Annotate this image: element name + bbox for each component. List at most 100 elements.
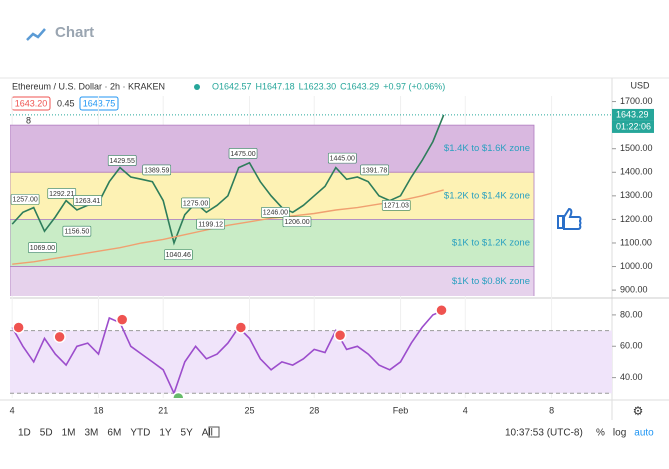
indicator-count[interactable]: 8 <box>26 115 31 125</box>
ohlc-item: C1643.29 <box>340 81 379 91</box>
y-tick-label: 60.00 <box>620 341 643 351</box>
price-tag-label: 1271.03 <box>384 203 409 210</box>
rsi-signal <box>234 321 248 334</box>
zone-label: $1.4K to $1.6K zone <box>444 143 530 154</box>
series-line <box>11 114 445 246</box>
status-dot <box>194 84 200 90</box>
currency: USD <box>630 80 650 90</box>
series-line <box>11 309 445 396</box>
price-tag-label: 1040.46 <box>166 252 191 259</box>
price-tag <box>142 164 172 176</box>
bottom-toolbar: 1D 5D 1M 3M 6M YTD 1Y 5Y All 10:37:53 (UTC-8)% log… <box>18 428 654 439</box>
x-tick-label: 28 <box>309 405 319 415</box>
price-tag-label: 1475.00 <box>230 151 255 158</box>
price-tag-label: 1275.00 <box>183 200 208 207</box>
x-tick-label: Feb <box>393 405 409 415</box>
price-tag-label: 1389.59 <box>144 167 169 174</box>
ohlc-item: O1642.57 <box>212 81 252 91</box>
last-price-box <box>612 108 654 121</box>
range-button[interactable]: 3M <box>85 428 99 439</box>
y-tick-label: 1100.00 <box>620 237 652 247</box>
price-tag <box>381 199 411 211</box>
price-tag-label: 1391.78 <box>362 167 387 174</box>
price-tag <box>62 225 92 237</box>
price-tag-label: 1445.00 <box>330 155 355 162</box>
rsi-signal <box>333 329 347 342</box>
settings-icon[interactable]: ⚙ <box>633 404 644 418</box>
x-tick-label: 21 <box>158 405 168 415</box>
y-tick-label: 1000.00 <box>620 261 653 271</box>
price-tag <box>181 197 210 209</box>
zone <box>10 124 535 173</box>
price-tag-label: 1246.00 <box>263 210 288 217</box>
range-button[interactable]: 5Y <box>181 428 194 439</box>
y-tick-label: 1700.00 <box>620 96 653 106</box>
calendar-icon[interactable] <box>208 426 220 438</box>
y-tick-label: 80.00 <box>620 309 643 319</box>
range-button[interactable]: 6M <box>107 428 121 439</box>
series-line <box>12 189 444 265</box>
ask-box <box>79 96 119 111</box>
rsi-band <box>10 330 612 394</box>
rsi-signal <box>12 321 25 334</box>
price-tag <box>47 188 77 199</box>
symbol: Ethereum / U.S. Dollar · 2h · KRAKEN <box>12 81 165 91</box>
price-tag-label: 1206.00 <box>284 219 309 226</box>
zone-label: $1K to $0.8K zone <box>452 276 530 287</box>
x-tick-label: 25 <box>244 405 254 415</box>
price-tag <box>228 148 258 159</box>
price-tag <box>261 207 290 218</box>
price-tag-label: 1156.50 <box>64 229 89 236</box>
bid: 1643.20 <box>15 98 48 108</box>
thumb-up-1 <box>557 207 582 230</box>
y-tick-label: 1300.00 <box>620 190 653 200</box>
countdown: 01:22:06 <box>616 121 651 131</box>
range-button[interactable]: 5D <box>40 428 53 439</box>
scale-option[interactable]: log <box>613 428 626 439</box>
price-tag <box>28 242 57 253</box>
range-button[interactable]: 1M <box>62 428 76 439</box>
price-tag-label: 1069.00 <box>30 245 55 252</box>
price-tag-label: 1263.41 <box>75 198 100 205</box>
price-tag-label: 1429.55 <box>110 158 135 165</box>
zone-label: $1.2K to $1.4K zone <box>444 190 530 201</box>
ohlc-item: H1647.18 <box>256 81 295 91</box>
logo-text: Chart <box>55 24 94 41</box>
x-tick-label: 18 <box>93 405 103 415</box>
pane <box>10 303 612 398</box>
countdown-box <box>612 120 654 133</box>
range-button[interactable]: 1Y <box>159 428 172 439</box>
rsi-signal <box>53 330 66 344</box>
price-tag <box>73 195 102 206</box>
clock: 10:37:53 (UTC-8) <box>505 428 583 439</box>
price-tag <box>360 164 389 176</box>
x-tick-label: 4 <box>10 405 15 415</box>
y-tick-label: 40.00 <box>620 372 643 382</box>
price-tag <box>196 218 225 230</box>
range-button[interactable]: YTD <box>130 428 150 439</box>
y-tick-label: 1500.00 <box>620 143 653 153</box>
y-tick-label: 1200.00 <box>620 214 653 224</box>
price-tag-label: 1257.00 <box>12 197 37 204</box>
rsi-signal <box>115 313 129 326</box>
scale-option[interactable]: % <box>596 428 605 439</box>
price-tag <box>10 194 40 205</box>
logo-icon <box>26 28 46 41</box>
zone-label: $1K to $1.2K zone <box>452 237 530 248</box>
scale-option[interactable]: auto <box>634 428 654 439</box>
x-tick-label: 4 <box>463 405 468 415</box>
zone <box>10 266 535 296</box>
range-button[interactable]: 1D <box>18 428 31 439</box>
last-price: 1643.29 <box>616 109 649 119</box>
price-tag <box>164 249 193 261</box>
logo: Chart <box>26 24 94 41</box>
ohlc-item: +0.97 (+0.06%) <box>383 81 445 91</box>
price-tag-label: 1292.21 <box>49 191 74 198</box>
rsi-signal <box>172 391 185 398</box>
x-tick-label: 8 <box>549 405 554 415</box>
range-button[interactable]: All <box>202 428 213 439</box>
price-tag <box>107 155 137 166</box>
